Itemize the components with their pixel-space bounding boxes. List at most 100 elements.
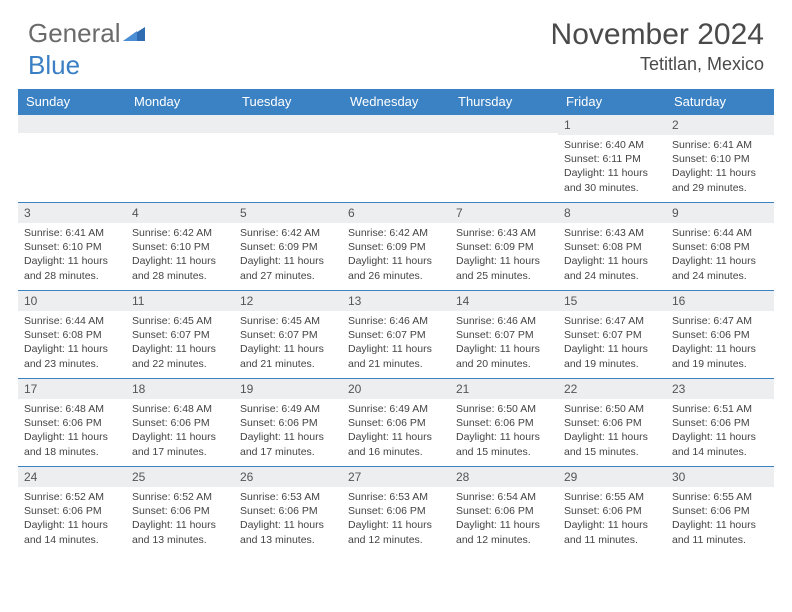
day-details: Sunrise: 6:41 AMSunset: 6:10 PMDaylight:… [666,135,774,199]
location: Tetitlan, Mexico [551,54,764,75]
day-number: 16 [666,291,774,311]
day-number: 27 [342,467,450,487]
calendar-day-cell: 7Sunrise: 6:43 AMSunset: 6:09 PMDaylight… [450,203,558,291]
calendar-day-cell: 12Sunrise: 6:45 AMSunset: 6:07 PMDayligh… [234,291,342,379]
day-number: 18 [126,379,234,399]
calendar-day-cell: 5Sunrise: 6:42 AMSunset: 6:09 PMDaylight… [234,203,342,291]
calendar-day-cell: 24Sunrise: 6:52 AMSunset: 6:06 PMDayligh… [18,467,126,555]
day-details: Sunrise: 6:40 AMSunset: 6:11 PMDaylight:… [558,135,666,199]
calendar-day-cell [450,115,558,203]
weekday-header: Monday [126,89,234,115]
day-number: 22 [558,379,666,399]
calendar-week-row: 3Sunrise: 6:41 AMSunset: 6:10 PMDaylight… [18,203,774,291]
day-number: 20 [342,379,450,399]
day-details: Sunrise: 6:42 AMSunset: 6:09 PMDaylight:… [234,223,342,287]
day-number-empty [18,115,126,133]
calendar-day-cell: 19Sunrise: 6:49 AMSunset: 6:06 PMDayligh… [234,379,342,467]
day-details: Sunrise: 6:46 AMSunset: 6:07 PMDaylight:… [342,311,450,375]
calendar-day-cell: 15Sunrise: 6:47 AMSunset: 6:07 PMDayligh… [558,291,666,379]
calendar-day-cell: 22Sunrise: 6:50 AMSunset: 6:06 PMDayligh… [558,379,666,467]
day-details: Sunrise: 6:54 AMSunset: 6:06 PMDaylight:… [450,487,558,551]
day-details: Sunrise: 6:42 AMSunset: 6:10 PMDaylight:… [126,223,234,287]
day-number: 28 [450,467,558,487]
day-number: 25 [126,467,234,487]
day-details: Sunrise: 6:48 AMSunset: 6:06 PMDaylight:… [126,399,234,463]
day-number: 10 [18,291,126,311]
day-number: 11 [126,291,234,311]
day-number: 17 [18,379,126,399]
weekday-header: Thursday [450,89,558,115]
calendar-day-cell: 16Sunrise: 6:47 AMSunset: 6:06 PMDayligh… [666,291,774,379]
calendar-week-row: 1Sunrise: 6:40 AMSunset: 6:11 PMDaylight… [18,115,774,203]
day-number: 29 [558,467,666,487]
day-number: 21 [450,379,558,399]
calendar-day-cell: 1Sunrise: 6:40 AMSunset: 6:11 PMDaylight… [558,115,666,203]
day-number: 1 [558,115,666,135]
calendar-week-row: 10Sunrise: 6:44 AMSunset: 6:08 PMDayligh… [18,291,774,379]
day-details: Sunrise: 6:44 AMSunset: 6:08 PMDaylight:… [666,223,774,287]
day-details: Sunrise: 6:47 AMSunset: 6:07 PMDaylight:… [558,311,666,375]
day-number: 6 [342,203,450,223]
day-details: Sunrise: 6:49 AMSunset: 6:06 PMDaylight:… [234,399,342,463]
calendar-day-cell [342,115,450,203]
day-details: Sunrise: 6:44 AMSunset: 6:08 PMDaylight:… [18,311,126,375]
logo-line2: Blue [28,50,80,81]
day-details: Sunrise: 6:43 AMSunset: 6:09 PMDaylight:… [450,223,558,287]
logo-word2: Blue [28,50,80,81]
calendar-day-cell: 4Sunrise: 6:42 AMSunset: 6:10 PMDaylight… [126,203,234,291]
calendar-day-cell: 26Sunrise: 6:53 AMSunset: 6:06 PMDayligh… [234,467,342,555]
logo-word1: General [28,18,121,49]
day-details: Sunrise: 6:48 AMSunset: 6:06 PMDaylight:… [18,399,126,463]
day-number: 13 [342,291,450,311]
day-number: 24 [18,467,126,487]
weekday-header: Wednesday [342,89,450,115]
weekday-row: SundayMondayTuesdayWednesdayThursdayFrid… [18,89,774,115]
day-details: Sunrise: 6:45 AMSunset: 6:07 PMDaylight:… [234,311,342,375]
day-details: Sunrise: 6:55 AMSunset: 6:06 PMDaylight:… [666,487,774,551]
day-number: 5 [234,203,342,223]
day-details: Sunrise: 6:53 AMSunset: 6:06 PMDaylight:… [234,487,342,551]
calendar-week-row: 17Sunrise: 6:48 AMSunset: 6:06 PMDayligh… [18,379,774,467]
calendar-day-cell: 8Sunrise: 6:43 AMSunset: 6:08 PMDaylight… [558,203,666,291]
day-number-empty [234,115,342,133]
calendar-day-cell [18,115,126,203]
calendar-day-cell: 10Sunrise: 6:44 AMSunset: 6:08 PMDayligh… [18,291,126,379]
day-number-empty [126,115,234,133]
calendar-table: SundayMondayTuesdayWednesdayThursdayFrid… [18,89,774,555]
calendar-day-cell: 30Sunrise: 6:55 AMSunset: 6:06 PMDayligh… [666,467,774,555]
calendar-day-cell [126,115,234,203]
calendar-day-cell: 18Sunrise: 6:48 AMSunset: 6:06 PMDayligh… [126,379,234,467]
day-number: 14 [450,291,558,311]
calendar-day-cell: 9Sunrise: 6:44 AMSunset: 6:08 PMDaylight… [666,203,774,291]
calendar-day-cell: 14Sunrise: 6:46 AMSunset: 6:07 PMDayligh… [450,291,558,379]
calendar-day-cell: 11Sunrise: 6:45 AMSunset: 6:07 PMDayligh… [126,291,234,379]
title-block: November 2024 Tetitlan, Mexico [551,18,764,75]
calendar-day-cell: 2Sunrise: 6:41 AMSunset: 6:10 PMDaylight… [666,115,774,203]
calendar-day-cell: 29Sunrise: 6:55 AMSunset: 6:06 PMDayligh… [558,467,666,555]
header: General November 2024 Tetitlan, Mexico [0,0,792,83]
calendar-day-cell: 25Sunrise: 6:52 AMSunset: 6:06 PMDayligh… [126,467,234,555]
calendar-day-cell: 21Sunrise: 6:50 AMSunset: 6:06 PMDayligh… [450,379,558,467]
day-number: 19 [234,379,342,399]
day-number: 8 [558,203,666,223]
day-number: 7 [450,203,558,223]
day-details: Sunrise: 6:49 AMSunset: 6:06 PMDaylight:… [342,399,450,463]
calendar-day-cell: 20Sunrise: 6:49 AMSunset: 6:06 PMDayligh… [342,379,450,467]
day-details: Sunrise: 6:53 AMSunset: 6:06 PMDaylight:… [342,487,450,551]
day-details: Sunrise: 6:51 AMSunset: 6:06 PMDaylight:… [666,399,774,463]
day-number: 4 [126,203,234,223]
month-title: November 2024 [551,18,764,52]
calendar-day-cell [234,115,342,203]
day-details: Sunrise: 6:52 AMSunset: 6:06 PMDaylight:… [18,487,126,551]
day-details: Sunrise: 6:50 AMSunset: 6:06 PMDaylight:… [450,399,558,463]
weekday-header: Sunday [18,89,126,115]
day-details: Sunrise: 6:55 AMSunset: 6:06 PMDaylight:… [558,487,666,551]
day-number-empty [342,115,450,133]
logo-triangle-icon [123,25,145,43]
weekday-header: Friday [558,89,666,115]
day-number: 30 [666,467,774,487]
day-number: 23 [666,379,774,399]
weekday-header: Tuesday [234,89,342,115]
calendar-day-cell: 28Sunrise: 6:54 AMSunset: 6:06 PMDayligh… [450,467,558,555]
day-details: Sunrise: 6:46 AMSunset: 6:07 PMDaylight:… [450,311,558,375]
